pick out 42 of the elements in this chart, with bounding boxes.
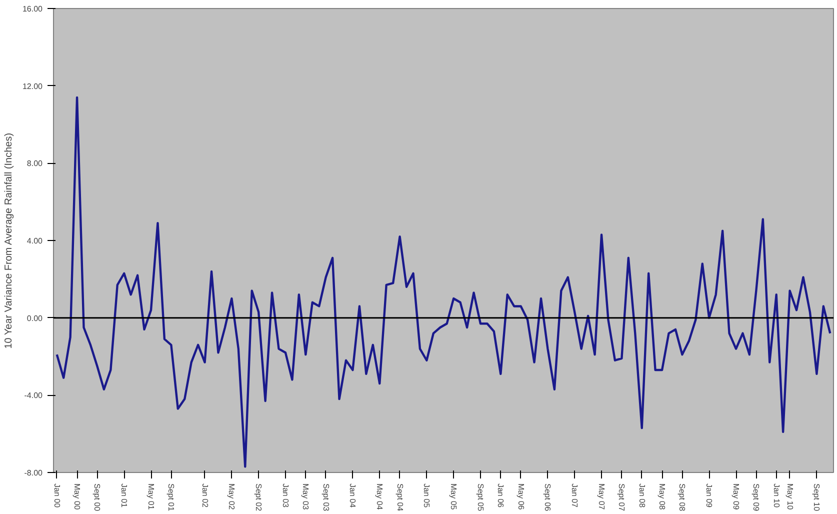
x-tick-label: Sept 10 xyxy=(812,484,822,512)
x-tick-label: Jan 00 xyxy=(52,484,62,508)
x-tick-label: Sept 01 xyxy=(166,484,176,512)
y-tick-label: 12.00 xyxy=(22,82,44,91)
x-tick-label: Jan 05 xyxy=(422,484,432,508)
x-tick-label: Jan 10 xyxy=(772,484,781,508)
x-tick-label: Sept 00 xyxy=(92,484,102,512)
x-tick-label: Sept 09 xyxy=(752,484,761,512)
x-tick-label: Sept 03 xyxy=(321,484,330,512)
x-tick-label: Jan 01 xyxy=(120,484,129,508)
x-tick-label: Jan 07 xyxy=(570,484,580,508)
x-tick-label: Sept 08 xyxy=(678,484,687,512)
x-tick-label: Jan 04 xyxy=(348,484,358,508)
x-tick-label: Jan 02 xyxy=(200,484,210,508)
x-tick-label: May 08 xyxy=(658,484,667,510)
x-tick-label: May 06 xyxy=(516,484,526,510)
y-tick-label: 16.00 xyxy=(22,4,44,14)
x-tick-label: Jan 09 xyxy=(704,484,714,508)
x-tick-label: May 05 xyxy=(449,484,458,510)
y-tick-label: -4.00 xyxy=(24,391,44,400)
x-tick-label: Sept 02 xyxy=(254,484,264,512)
line-series xyxy=(56,96,832,468)
x-tick-label: May 00 xyxy=(72,484,82,510)
x-tick-label: Sept 05 xyxy=(476,484,485,512)
x-tick-label: Sept 07 xyxy=(617,484,626,512)
y-tick-label: 8.00 xyxy=(26,159,44,168)
x-tick-label: Jan 08 xyxy=(637,484,646,508)
x-tick-label: May 02 xyxy=(227,484,236,510)
y-tick-label: 0.00 xyxy=(26,314,44,323)
x-tick-label: Jan 06 xyxy=(496,484,506,508)
x-tick-label: Sept 04 xyxy=(395,484,404,512)
x-tick-label: Sept 06 xyxy=(543,484,552,512)
x-tick-label: May 09 xyxy=(732,484,740,510)
x-tick-label: May 04 xyxy=(375,484,384,510)
y-tick-label: 4.00 xyxy=(26,236,44,246)
x-tick-label: May 01 xyxy=(146,484,156,510)
x-tick-label: May 10 xyxy=(785,484,794,510)
x-tick-label: May 03 xyxy=(301,484,310,510)
x-tick-label: May 07 xyxy=(597,484,606,510)
y-axis-title: 10 Year Variance From Average Rainfall (Inches) xyxy=(3,132,14,349)
y-tick-label: -8.00 xyxy=(24,468,44,478)
x-tick-label: Jan 03 xyxy=(280,484,290,508)
